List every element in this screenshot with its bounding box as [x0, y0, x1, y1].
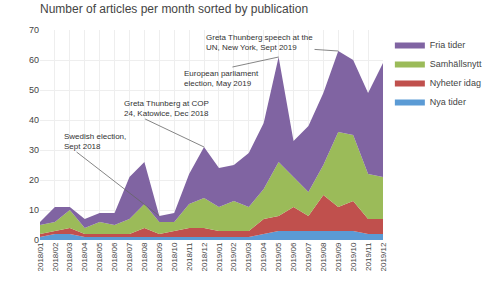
svg-text:2018/09: 2018/09: [155, 242, 164, 271]
svg-text:2018/01: 2018/01: [36, 242, 45, 271]
svg-text:2019/09: 2019/09: [334, 242, 343, 271]
svg-text:2019/12: 2019/12: [379, 242, 388, 271]
svg-text:40: 40: [29, 115, 39, 125]
svg-text:70: 70: [29, 25, 39, 35]
svg-text:Nya tider: Nya tider: [430, 97, 466, 107]
svg-text:2019/10: 2019/10: [349, 242, 358, 271]
svg-text:2018/08: 2018/08: [140, 242, 149, 271]
svg-text:2019/11: 2019/11: [364, 242, 373, 271]
svg-text:2018/12: 2018/12: [200, 242, 209, 271]
svg-text:2018/02: 2018/02: [51, 242, 60, 271]
svg-text:50: 50: [29, 85, 39, 95]
svg-text:2019/08: 2019/08: [319, 242, 328, 271]
svg-text:2019/04: 2019/04: [259, 242, 268, 271]
svg-text:2019/07: 2019/07: [304, 242, 313, 271]
svg-text:Swedish election,Sept 2018: Swedish election,Sept 2018: [64, 132, 126, 151]
svg-text:2019/02: 2019/02: [229, 242, 238, 271]
svg-text:2018/07: 2018/07: [125, 242, 134, 271]
svg-text:Greta Thunberg at COP24, Katow: Greta Thunberg at COP24, Katowice, Dec 2…: [124, 99, 209, 118]
svg-text:Fria tider: Fria tider: [430, 40, 466, 50]
svg-text:2018/05: 2018/05: [95, 242, 104, 271]
svg-text:Greta Thunberg speech at theUN: Greta Thunberg speech at theUN, New York…: [206, 33, 313, 52]
svg-text:20: 20: [29, 175, 39, 185]
svg-text:2019/03: 2019/03: [244, 242, 253, 271]
svg-text:10: 10: [29, 205, 39, 215]
svg-text:2019/06: 2019/06: [289, 242, 298, 271]
svg-text:0: 0: [34, 235, 39, 245]
svg-text:Nyheter idag: Nyheter idag: [430, 78, 481, 88]
svg-text:2018/03: 2018/03: [65, 242, 74, 271]
svg-text:Samhällsnytt: Samhällsnytt: [430, 59, 482, 69]
svg-text:2019/01: 2019/01: [215, 242, 224, 271]
svg-text:2018/11: 2018/11: [185, 242, 194, 271]
svg-text:2018/10: 2018/10: [170, 242, 179, 271]
svg-text:2018/06: 2018/06: [110, 242, 119, 271]
svg-text:European parliamentelection, M: European parliamentelection, May 2019: [184, 69, 259, 88]
svg-text:Number of articles per month s: Number of articles per month sorted by p…: [40, 2, 308, 16]
svg-text:30: 30: [29, 145, 39, 155]
svg-text:2018/04: 2018/04: [80, 242, 89, 271]
svg-text:60: 60: [29, 55, 39, 65]
svg-text:2019/05: 2019/05: [274, 242, 283, 271]
